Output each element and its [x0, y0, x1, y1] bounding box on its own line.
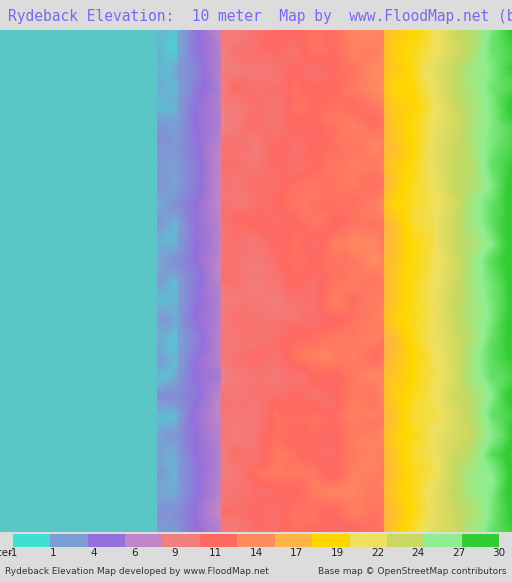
Text: 6: 6 — [131, 548, 138, 558]
Bar — [162, 534, 200, 546]
Text: 27: 27 — [452, 548, 465, 558]
Bar — [387, 534, 424, 546]
Bar — [350, 534, 387, 546]
Text: 30: 30 — [493, 548, 506, 558]
Bar — [462, 534, 499, 546]
Text: Base map © OpenStreetMap contributors: Base map © OpenStreetMap contributors — [318, 566, 507, 576]
Text: 17: 17 — [290, 548, 303, 558]
Bar — [275, 534, 312, 546]
Bar — [50, 534, 88, 546]
Text: 19: 19 — [330, 548, 344, 558]
Text: 11: 11 — [209, 548, 222, 558]
Text: meter: meter — [0, 548, 13, 558]
Text: -1: -1 — [8, 548, 18, 558]
Text: Rydeback Elevation Map developed by www.FloodMap.net: Rydeback Elevation Map developed by www.… — [5, 566, 269, 576]
Bar — [13, 534, 50, 546]
Text: Rydeback Elevation:  10 meter  Map by  www.FloodMap.net (beta): Rydeback Elevation: 10 meter Map by www.… — [8, 9, 512, 24]
Bar — [424, 534, 462, 546]
Bar — [237, 534, 275, 546]
Bar — [312, 534, 350, 546]
Bar — [200, 534, 237, 546]
Text: 9: 9 — [172, 548, 178, 558]
Bar — [125, 534, 162, 546]
Text: 22: 22 — [371, 548, 384, 558]
Text: 24: 24 — [412, 548, 425, 558]
Text: 14: 14 — [249, 548, 263, 558]
Text: 4: 4 — [91, 548, 97, 558]
Text: 1: 1 — [50, 548, 57, 558]
Bar — [88, 534, 125, 546]
